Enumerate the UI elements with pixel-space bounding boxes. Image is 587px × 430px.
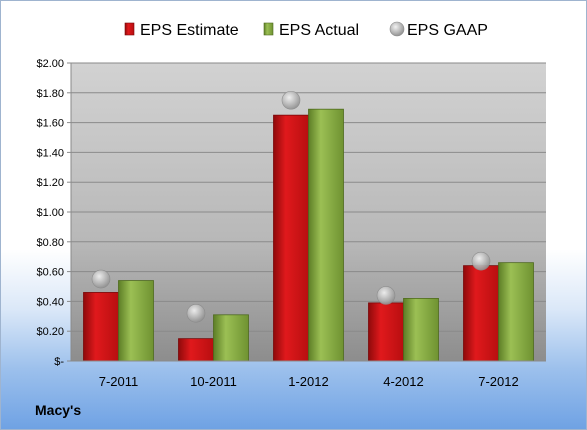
bars xyxy=(83,108,534,362)
x-tick-label: 1-2012 xyxy=(288,374,328,389)
y-tick-label: $1.00 xyxy=(36,207,64,219)
bar-eps-estimate xyxy=(83,292,119,362)
x-axis: 7-2011 10-2011 1-2012 4-2012 7-2012 xyxy=(71,360,546,389)
y-tick-label: $1.80 xyxy=(36,88,64,100)
marker-eps-gaap xyxy=(376,286,396,305)
marker-eps-gaap xyxy=(281,90,301,110)
bar-eps-actual xyxy=(118,280,154,362)
y-tick-label: $1.40 xyxy=(36,147,64,159)
gaap-markers xyxy=(91,90,491,323)
legend-swatch xyxy=(124,22,135,36)
y-tick-label: $0.60 xyxy=(36,267,64,279)
legend-label: EPS Actual xyxy=(279,22,359,39)
bar-eps-actual xyxy=(308,108,344,362)
y-tick-label: $2.00 xyxy=(36,58,64,70)
legend-item: EPS Estimate xyxy=(124,22,239,39)
company-label: Macy's xyxy=(35,402,82,418)
y-tick-label: $0.20 xyxy=(36,326,64,338)
x-tick-label: 7-2011 xyxy=(99,374,139,389)
bar-eps-estimate xyxy=(368,302,404,362)
legend-swatch xyxy=(389,21,405,37)
y-tick-label: $0.40 xyxy=(36,296,64,308)
x-tick-label: 10-2011 xyxy=(190,374,237,389)
bar-eps-actual xyxy=(498,262,534,362)
y-tick-label: $- xyxy=(54,356,64,368)
y-tick-label: $0.80 xyxy=(36,237,64,249)
legend-item: EPS Actual xyxy=(263,22,359,39)
bar-eps-actual xyxy=(403,298,439,362)
legend-swatch xyxy=(263,22,274,36)
y-tick-label: $1.20 xyxy=(36,177,64,189)
marker-eps-gaap xyxy=(186,304,206,323)
marker-eps-gaap xyxy=(91,269,111,289)
bar-eps-estimate xyxy=(463,265,499,362)
legend: EPS Estimate EPS Actual EPS GAAP xyxy=(124,21,488,39)
legend-item: EPS GAAP xyxy=(389,21,488,39)
bar-eps-actual xyxy=(213,314,249,362)
bar-eps-estimate xyxy=(178,338,214,362)
x-tick-label: 7-2012 xyxy=(478,374,518,389)
legend-label: EPS Estimate xyxy=(140,22,239,39)
x-tick-label: 4-2012 xyxy=(383,374,423,389)
bar-eps-estimate xyxy=(273,114,309,362)
marker-eps-gaap xyxy=(471,251,491,271)
legend-label: EPS GAAP xyxy=(407,22,488,39)
y-axis: $2.00 $1.80 $1.60 $1.40 $1.20 $1.00 $0.80 $0.60… xyxy=(36,58,72,368)
y-tick-label: $1.60 xyxy=(36,118,64,130)
